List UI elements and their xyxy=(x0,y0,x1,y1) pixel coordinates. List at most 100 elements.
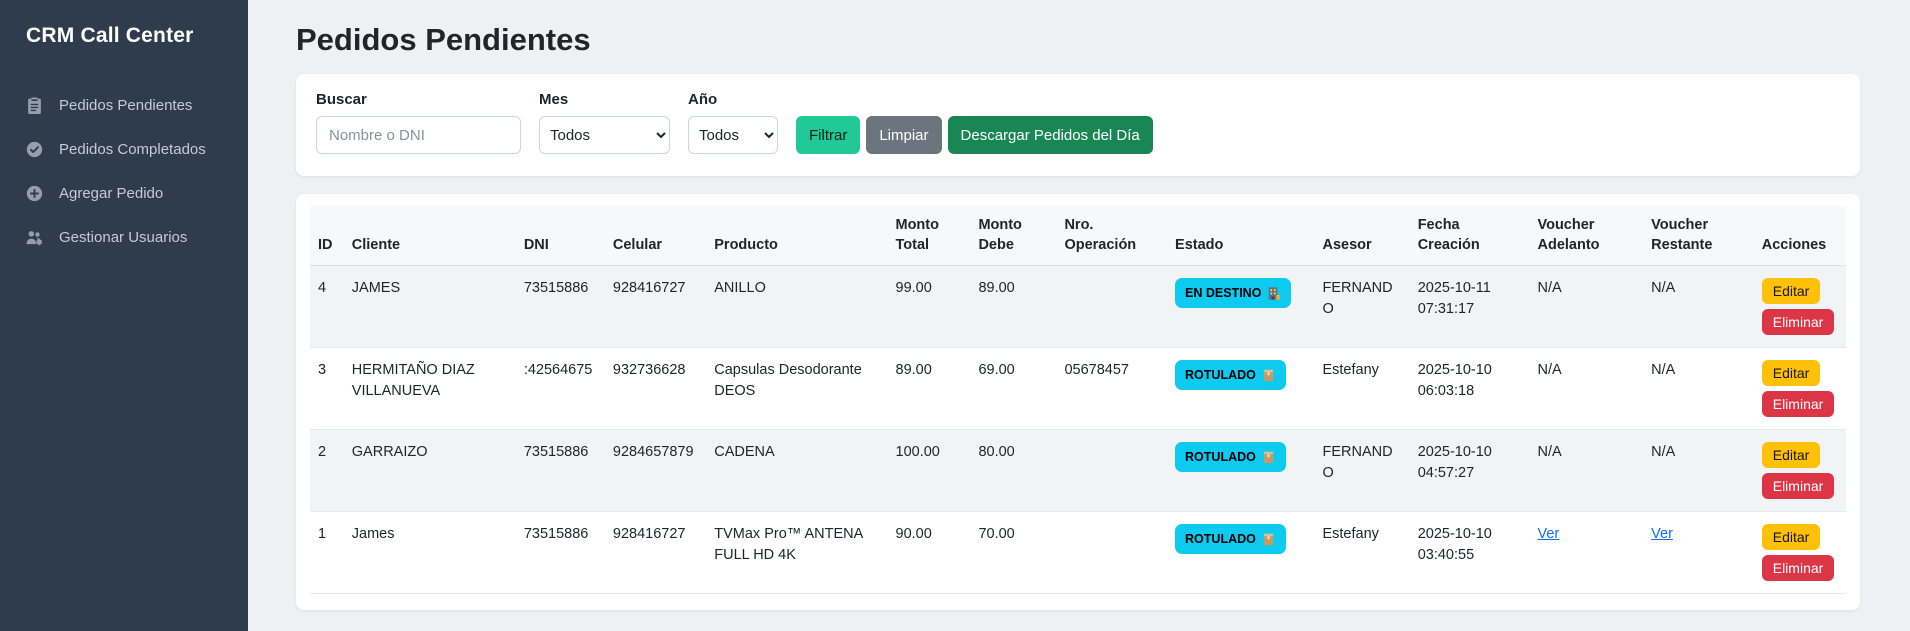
month-group: Mes Todos xyxy=(539,91,670,154)
cell-nro-operacion xyxy=(1056,265,1168,349)
cell-monto-total: 99.00 xyxy=(887,265,971,349)
main-content: Pedidos Pendientes Buscar Mes Todos Año … xyxy=(248,0,1910,631)
month-label: Mes xyxy=(539,91,569,108)
plus-circle-icon xyxy=(26,185,43,202)
check-circle-icon xyxy=(26,141,43,158)
cell-asesor: FERNANDO xyxy=(1314,429,1410,513)
cell-id: 4 xyxy=(310,265,344,349)
fecha-time: 04:57:27 xyxy=(1417,465,1475,482)
fecha-date: 2025-10-11 xyxy=(1417,280,1491,297)
cell-monto-total: 90.00 xyxy=(887,511,971,595)
cell-dni: 73515886 xyxy=(515,265,605,349)
status-label: EN DESTINO xyxy=(1185,286,1262,301)
cell-voucher-restante: N/A xyxy=(1643,265,1754,349)
app-title: CRM Call Center xyxy=(26,24,194,47)
package-icon xyxy=(1261,450,1276,465)
cell-celular: 928416727 xyxy=(604,265,707,349)
table-header: ID Cliente DNI Celular Producto Monto To… xyxy=(310,206,1846,267)
cell-voucher-restante: Ver xyxy=(1643,511,1754,595)
status-badge: ROTULADO xyxy=(1175,524,1286,555)
fecha-time: 03:40:55 xyxy=(1417,547,1475,564)
status-label: ROTULADO xyxy=(1185,532,1256,547)
sidebar-item-pedidos-completados[interactable]: Pedidos Completados xyxy=(0,132,248,167)
clipboard-icon xyxy=(28,97,41,114)
cell-dni: 73515886 xyxy=(515,511,605,595)
cell-voucher-adelanto-link[interactable]: Ver xyxy=(1537,526,1560,543)
delete-button[interactable]: Eliminar xyxy=(1761,473,1835,500)
col-acciones: Acciones xyxy=(1753,206,1846,267)
sidebar-item-agregar-pedido[interactable]: Agregar Pedido xyxy=(0,176,248,211)
col-dni: DNI xyxy=(515,206,605,267)
cell-fecha-creacion: 2025-10-11 07:31:17 xyxy=(1409,265,1530,349)
cell-producto: CADENA xyxy=(706,429,888,513)
table-row: 4 JAMES 73515886 928416727 ANILLO 99.00 89.00 E… xyxy=(310,265,1846,349)
cell-producto: ANILLO xyxy=(706,265,888,349)
cell-celular: 928416727 xyxy=(604,511,707,595)
cell-nro-operacion: 05678457 xyxy=(1056,347,1168,431)
cell-nro-operacion xyxy=(1056,511,1168,595)
sidebar-item-label: Pedidos Completados xyxy=(59,141,206,158)
delete-button[interactable]: Eliminar xyxy=(1761,555,1835,582)
status-label: ROTULADO xyxy=(1185,368,1256,383)
cell-voucher-adelanto: N/A xyxy=(1529,347,1644,431)
year-label: Año xyxy=(688,91,718,108)
col-monto-total: Monto Total xyxy=(887,206,971,267)
cell-nro-operacion xyxy=(1056,429,1168,513)
search-input[interactable] xyxy=(316,116,521,154)
clear-button[interactable]: Limpiar xyxy=(866,116,942,154)
status-label: ROTULADO xyxy=(1185,450,1256,465)
cell-celular: 932736628 xyxy=(604,347,707,431)
table-row: 1 James 73515886 928416727 TVMax Pro™ ANTENA… xyxy=(310,511,1846,595)
cell-estado: ROTULADO xyxy=(1167,347,1315,431)
orders-table-body: 4 JAMES 73515886 928416727 ANILLO 99.00 89.00 E… xyxy=(310,265,1846,595)
users-gear-icon xyxy=(26,231,43,246)
delete-button[interactable]: Eliminar xyxy=(1761,309,1835,336)
table-row: 2 GARRAIZO 73515886 9284657879 CADENA 100.00 8… xyxy=(310,429,1846,513)
cell-celular: 9284657879 xyxy=(604,429,707,513)
col-monto-debe: Monto Debe xyxy=(970,206,1057,267)
sidebar-item-pedidos-pendientes[interactable]: Pedidos Pendientes xyxy=(0,88,248,123)
download-orders-button[interactable]: Descargar Pedidos del Día xyxy=(947,116,1153,154)
cell-voucher-restante: N/A xyxy=(1643,429,1754,513)
cell-voucher-adelanto: Ver xyxy=(1529,511,1644,595)
col-nro-operacion: Nro. Operación xyxy=(1056,206,1168,267)
col-cliente: Cliente xyxy=(343,206,516,267)
col-voucher-restante: Voucher Restante xyxy=(1643,206,1754,267)
sidebar-item-gestionar-usuarios[interactable]: Gestionar Usuarios xyxy=(0,220,248,255)
cell-monto-total: 89.00 xyxy=(887,347,971,431)
cell-acciones: Editar Eliminar xyxy=(1753,429,1846,513)
cell-monto-debe: 89.00 xyxy=(970,265,1057,349)
cell-fecha-creacion: 2025-10-10 06:03:18 xyxy=(1409,347,1530,431)
col-voucher-adelanto: Voucher Adelanto xyxy=(1529,206,1644,267)
cell-voucher-adelanto: N/A xyxy=(1529,265,1644,349)
cell-monto-debe: 69.00 xyxy=(970,347,1057,431)
cell-acciones: Editar Eliminar xyxy=(1753,347,1846,431)
col-id: ID xyxy=(310,206,344,267)
cell-dni: 73515886 xyxy=(515,429,605,513)
sidebar-item-label: Agregar Pedido xyxy=(59,185,164,202)
edit-button[interactable]: Editar xyxy=(1761,442,1821,469)
orders-table-card: ID Cliente DNI Celular Producto Monto To… xyxy=(296,194,1860,611)
cell-id: 1 xyxy=(310,511,344,595)
status-badge: EN DESTINO xyxy=(1175,278,1292,309)
status-badge: ROTULADO xyxy=(1175,442,1286,473)
cell-producto: Capsulas Desodorante DEOS xyxy=(706,347,888,431)
sidebar-item-label: Gestionar Usuarios xyxy=(59,229,188,246)
col-asesor: Asesor xyxy=(1314,206,1410,267)
sidebar-nav: Pedidos Pendientes Pedidos Completados A… xyxy=(0,88,248,255)
edit-button[interactable]: Editar xyxy=(1761,360,1821,387)
cell-id: 3 xyxy=(310,347,344,431)
cell-cliente: HERMITAÑO DIAZ VILLANUEVA xyxy=(343,347,516,431)
year-select[interactable]: Todos xyxy=(688,116,778,154)
fecha-date: 2025-10-10 xyxy=(1417,444,1492,461)
delete-button[interactable]: Eliminar xyxy=(1761,391,1835,418)
fecha-time: 06:03:18 xyxy=(1417,383,1475,400)
page-title: Pedidos Pendientes xyxy=(296,22,591,57)
filter-button[interactable]: Filtrar xyxy=(796,116,861,154)
edit-button[interactable]: Editar xyxy=(1761,278,1821,305)
year-group: Año Todos xyxy=(688,91,778,154)
month-select[interactable]: Todos xyxy=(539,116,670,154)
edit-button[interactable]: Editar xyxy=(1761,524,1821,551)
cell-voucher-restante-link[interactable]: Ver xyxy=(1651,526,1673,543)
package-icon xyxy=(1261,532,1276,547)
